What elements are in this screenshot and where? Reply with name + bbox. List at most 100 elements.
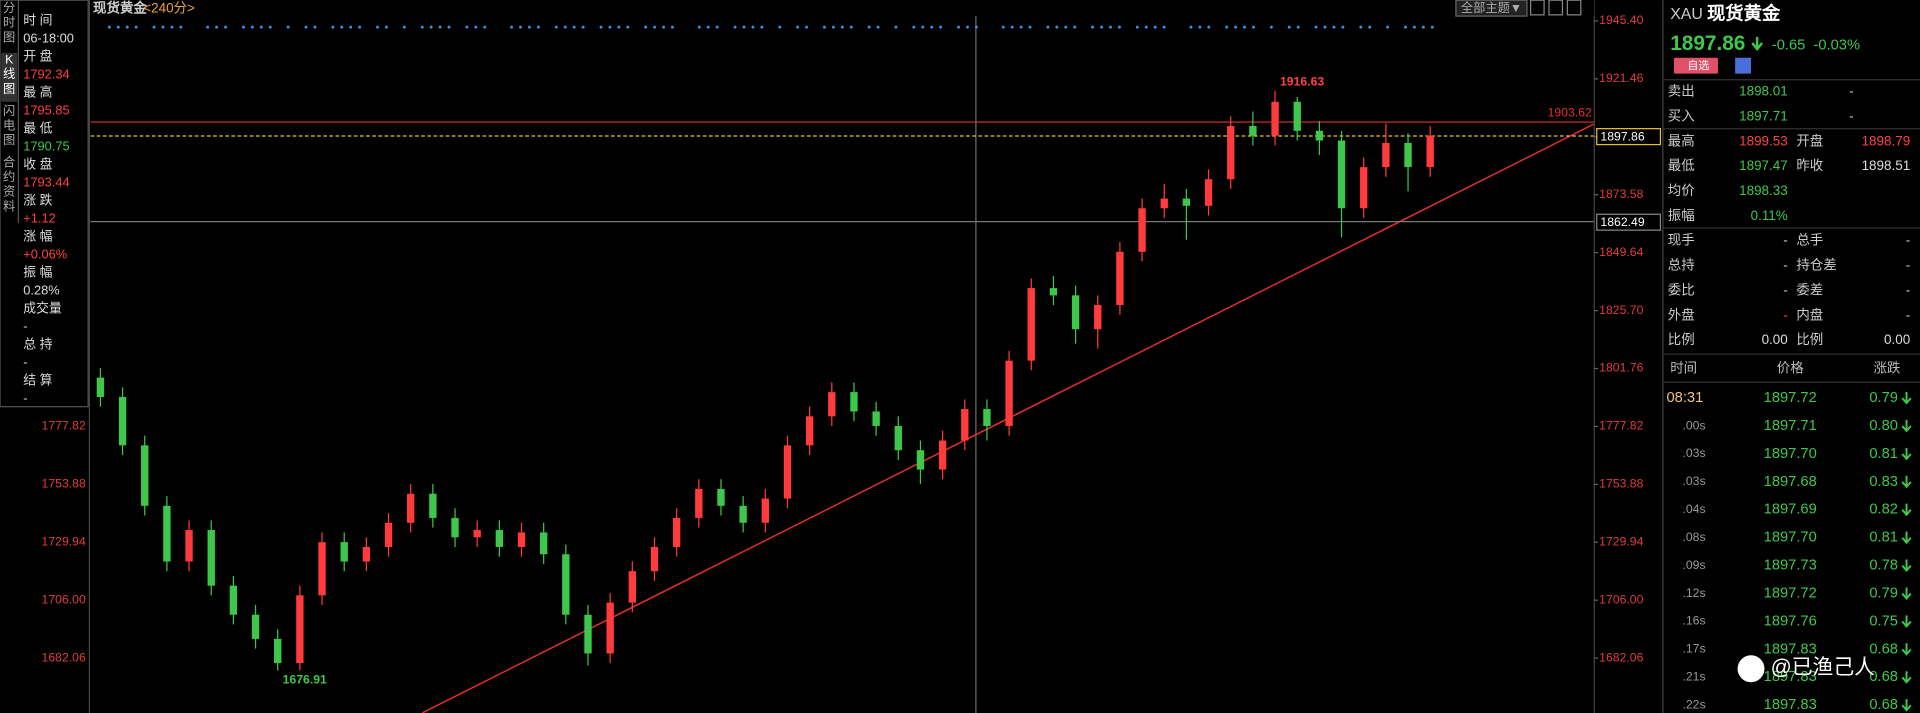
quote-label: 比例 <box>1668 332 1695 347</box>
candle-body <box>495 530 504 547</box>
marker-dot <box>536 25 540 29</box>
info-value: 0.28% <box>23 282 59 297</box>
y-tick-label: 1849.64 <box>1599 245 1643 259</box>
candle-body <box>916 450 925 470</box>
marker-dot <box>429 25 433 29</box>
info-value: - <box>23 390 27 405</box>
candle-body <box>1182 198 1191 206</box>
candle-body <box>1138 208 1146 252</box>
marker-dot <box>1287 25 1291 29</box>
marker-dot <box>1332 25 1336 29</box>
quote-label: 均价 <box>1668 183 1695 198</box>
quote-label: 总手 <box>1796 233 1823 248</box>
marker-dot <box>653 25 657 29</box>
info-value: 1790.75 <box>23 138 69 153</box>
info-label: 涨 跌 <box>23 192 52 207</box>
y-tick-label: 1921.46 <box>1599 71 1643 85</box>
candle-body <box>118 396 127 446</box>
marker-dot <box>912 25 916 29</box>
side-tab-char[interactable]: 时 <box>3 16 15 30</box>
side-tab-char[interactable]: 分 <box>3 1 15 15</box>
marker-dot <box>778 25 782 29</box>
side-tab-char[interactable]: 图 <box>3 82 15 96</box>
side-tab-char[interactable]: 约 <box>3 169 15 184</box>
candle-body <box>1049 288 1058 296</box>
quote-label: 昨收 <box>1796 158 1823 173</box>
side-tab-bg[interactable] <box>1 104 18 154</box>
theme-button[interactable] <box>1455 0 1528 17</box>
axes: 1945.401921.461897.521873.581849.641825.… <box>88 0 1664 713</box>
side-tab[interactable]: 闪电图 <box>1 104 18 154</box>
side-tab-bg[interactable] <box>1 155 18 220</box>
marker-dot <box>1117 25 1121 29</box>
level-label: 1862.49 <box>1600 215 1644 229</box>
side-tab-char[interactable]: 线 <box>3 67 15 81</box>
tick-arrow <box>1901 392 1912 405</box>
side-tab-char[interactable]: 合 <box>3 154 15 169</box>
side-tab-char[interactable]: 图 <box>3 30 15 44</box>
quote-label: 卖出 <box>1668 84 1695 99</box>
tick-time: .16s <box>1682 614 1705 628</box>
tool-icon[interactable] <box>1548 0 1564 16</box>
theme-button-label[interactable]: 全部主题▼ <box>1461 0 1522 15</box>
candle-body <box>761 498 769 523</box>
fav-label[interactable]: 自选 <box>1687 59 1709 72</box>
marker-dot <box>1109 25 1112 29</box>
marker-dot <box>474 25 478 29</box>
quote-label: 最低 <box>1668 158 1695 173</box>
tick-price: 1897.83 <box>1764 697 1817 713</box>
side-tab[interactable]: 分时图 <box>1 1 18 51</box>
marker-dot <box>420 25 424 29</box>
candle-body <box>451 517 459 538</box>
alert-button[interactable] <box>1735 57 1752 74</box>
side-tab[interactable]: K线图 <box>1 52 18 102</box>
candle-body <box>384 522 393 547</box>
candle-body <box>695 488 703 518</box>
candle-body <box>717 488 725 506</box>
candle-body <box>96 377 105 397</box>
tick-price: 1897.70 <box>1764 446 1817 462</box>
candle-body <box>1005 360 1013 426</box>
marker-dot <box>894 25 898 29</box>
side-tab-char[interactable]: 资 <box>3 185 15 199</box>
low-label: 1676.91 <box>283 673 327 687</box>
candle-body <box>274 638 282 664</box>
marker-dot <box>438 25 442 29</box>
quote-value: - <box>1906 258 1910 273</box>
candle-body <box>1315 130 1324 141</box>
fav-button[interactable] <box>1673 57 1718 74</box>
period[interactable]: <240分> <box>143 0 195 15</box>
side-tab-bg[interactable] <box>1 1 18 51</box>
side-tab-char[interactable]: 料 <box>3 199 15 213</box>
title-bg <box>90 0 1595 17</box>
side-tab-bg[interactable] <box>1 52 18 102</box>
quote-label: 开盘 <box>1796 132 1823 148</box>
marker-dot <box>528 25 531 29</box>
marker-dot <box>152 25 156 29</box>
marker-dot <box>849 25 853 29</box>
side-tab-char[interactable]: 电 <box>3 119 15 133</box>
tool-icon[interactable] <box>1530 0 1545 16</box>
candle-body <box>1116 251 1124 306</box>
candle-body <box>894 425 902 451</box>
code: XAU <box>1670 6 1703 23</box>
candle-body <box>1426 135 1434 168</box>
candle-body <box>185 530 193 562</box>
candle-body <box>251 614 260 639</box>
tick-change: 0.79 <box>1869 390 1898 406</box>
marker-dot <box>1001 25 1005 29</box>
side-tab-char[interactable]: K <box>5 52 14 66</box>
marker-dot <box>116 25 120 29</box>
y-tick-label: 1873.58 <box>1599 187 1643 201</box>
candle-body <box>1382 142 1390 168</box>
quote-label: - <box>1849 108 1853 123</box>
side-tab-char[interactable]: 闪 <box>3 104 15 118</box>
y-tick-label: 1706.00 <box>1599 592 1643 606</box>
change: -0.65 <box>1772 37 1805 53</box>
candle-body <box>983 409 991 426</box>
quote-value: 1898.51 <box>1862 158 1911 173</box>
marker-dot <box>376 25 379 29</box>
tool-icon[interactable] <box>1566 0 1582 16</box>
side-tab-char[interactable]: 图 <box>3 133 15 147</box>
